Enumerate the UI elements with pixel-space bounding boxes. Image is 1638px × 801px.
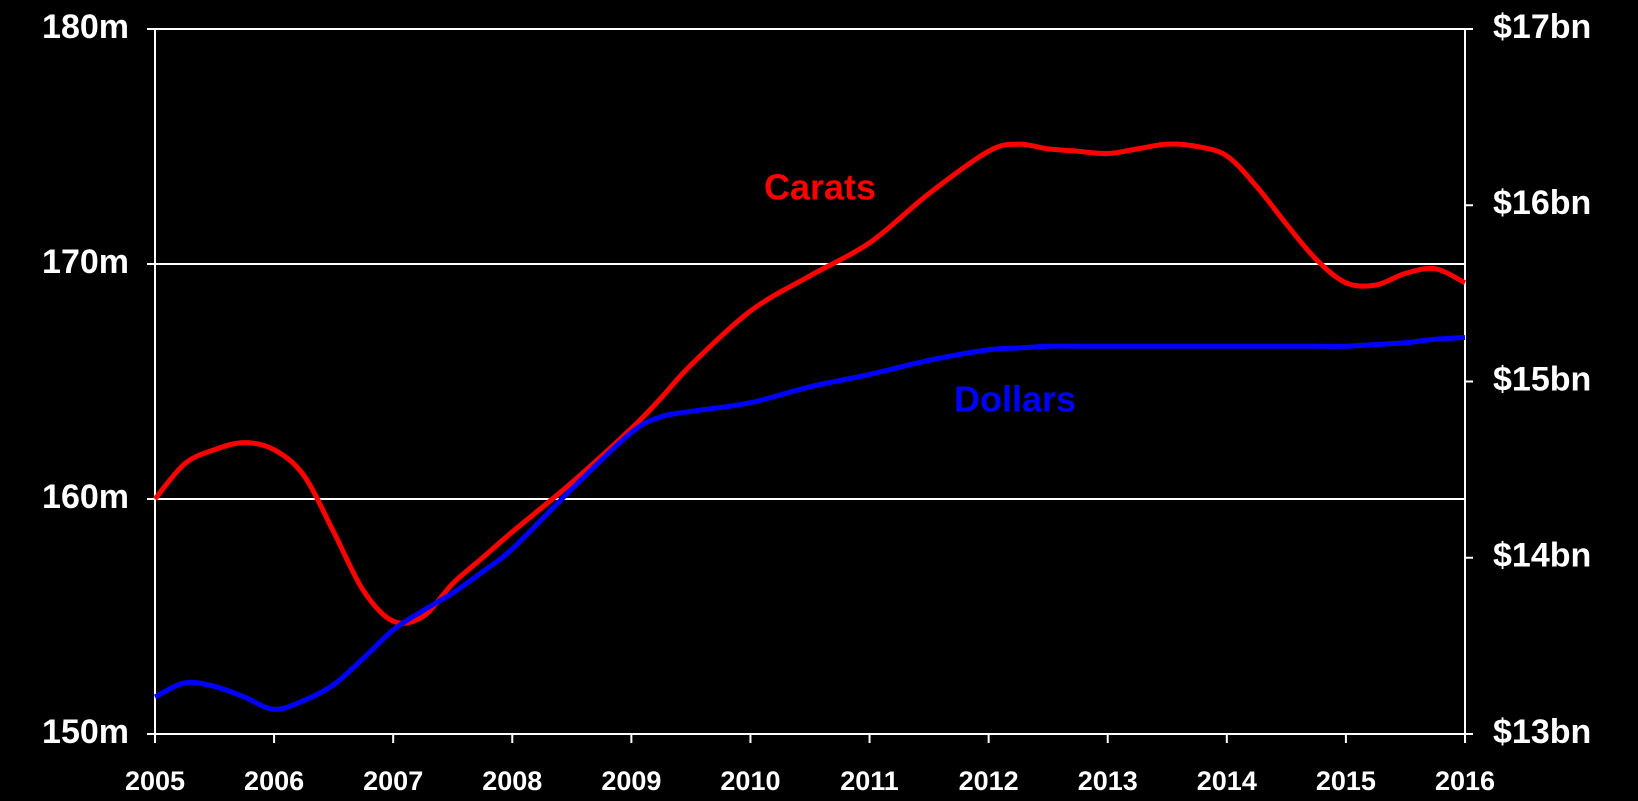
- y2-tick-label: $15bn: [1493, 360, 1591, 398]
- x-tick-label: 2006: [244, 766, 304, 796]
- x-tick-label: 2014: [1197, 766, 1257, 796]
- x-tick-label: 2007: [363, 766, 423, 796]
- series-label: Carats: [764, 167, 876, 208]
- y-tick-label: 160m: [42, 478, 129, 516]
- x-tick-label: 2009: [601, 766, 661, 796]
- y-tick-label: 170m: [42, 243, 129, 281]
- x-tick-label: 2012: [959, 766, 1019, 796]
- x-tick-label: 2010: [720, 766, 780, 796]
- series-line: [153, 334, 1466, 712]
- y2-tick-label: $16bn: [1493, 184, 1591, 222]
- y2-tick-label: $17bn: [1493, 8, 1591, 46]
- series-label: Dollars: [954, 379, 1076, 420]
- x-tick-label: 2011: [840, 766, 899, 796]
- series-line: [153, 141, 1467, 626]
- x-tick-label: 2016: [1435, 766, 1495, 796]
- x-tick-label: 2005: [125, 766, 185, 796]
- x-tick-label: 2008: [482, 766, 542, 796]
- y2-tick-label: $13bn: [1493, 713, 1591, 751]
- y2-tick-label: $14bn: [1493, 537, 1591, 575]
- x-tick-label: 2013: [1078, 766, 1138, 796]
- y-tick-label: 180m: [42, 8, 129, 46]
- y-tick-label: 150m: [42, 713, 129, 751]
- x-tick-label: 2015: [1316, 766, 1376, 796]
